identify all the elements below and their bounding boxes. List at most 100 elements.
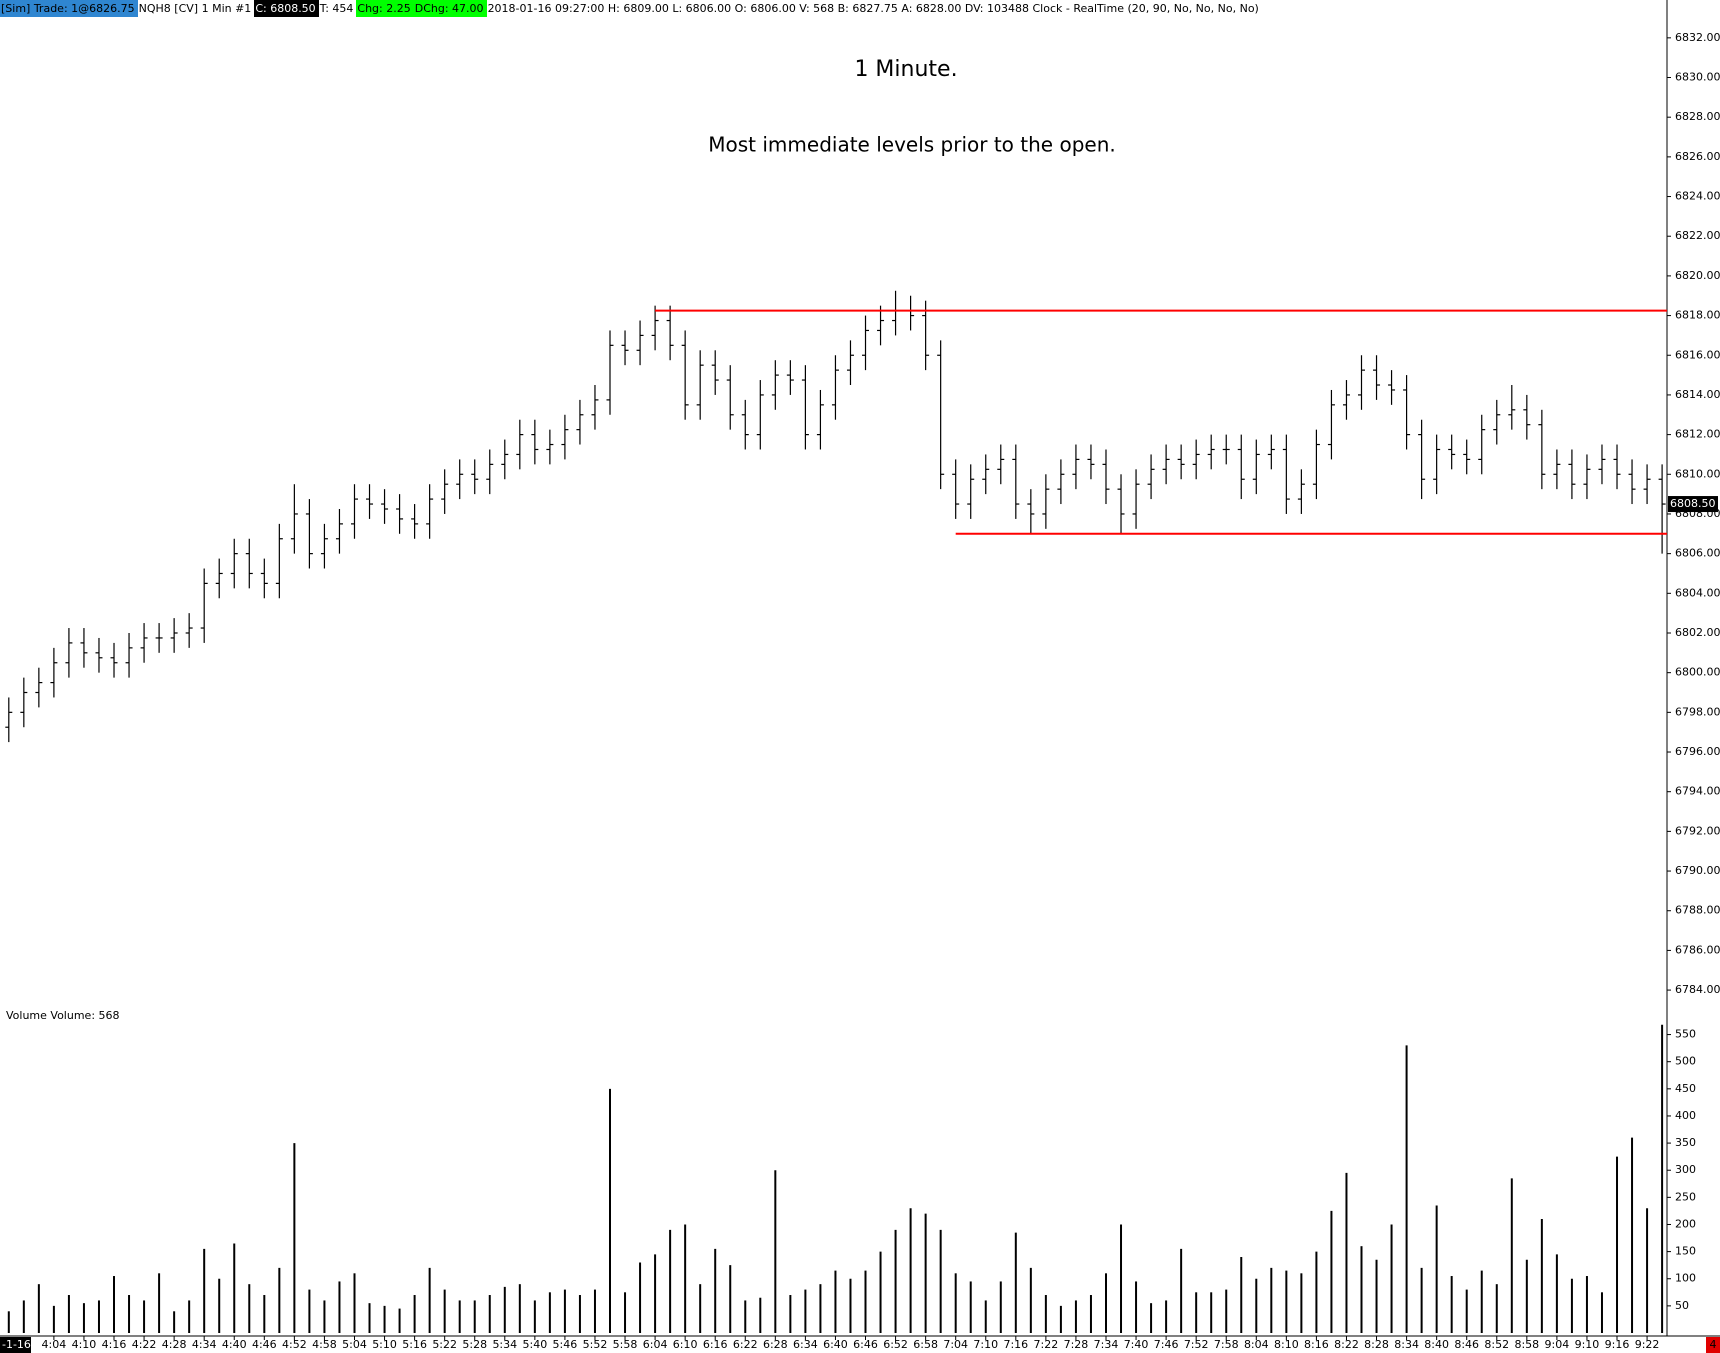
y-tick-label: 6814.00 [1675,388,1720,401]
x-tick-label: 4:22 [132,1338,157,1351]
x-tick-label: 7:22 [1034,1338,1059,1351]
x-tick-label: 7:16 [1003,1338,1028,1351]
x-tick-label: 4:04 [42,1338,67,1351]
x-tick-label: 4:10 [72,1338,97,1351]
y-tick-label: 6786.00 [1675,943,1720,956]
x-tick-label: 5:28 [462,1338,487,1351]
x-tick-label: 8:58 [1514,1338,1539,1351]
x-tick-label: 6:22 [733,1338,758,1351]
x-tick-label: 9:04 [1545,1338,1570,1351]
y-tick-label: 6794.00 [1675,785,1720,798]
day-change: DChg: 47.00 [413,0,487,17]
y-tick-label: 6812.00 [1675,428,1720,441]
x-tick-label: 8:16 [1304,1338,1329,1351]
volume-tick-label: 450 [1675,1082,1696,1095]
date-label: -1-16 [2,1338,31,1351]
x-tick-label: 5:22 [432,1338,457,1351]
x-tick-label: 8:40 [1424,1338,1449,1351]
y-tick-label: 6826.00 [1675,150,1720,163]
y-tick-label: 6784.00 [1675,983,1720,996]
volume-tick-label: 100 [1675,1272,1696,1285]
y-tick-label: 6828.00 [1675,110,1720,123]
ticks: T: 454 [319,2,354,15]
x-tick-label: 8:46 [1454,1338,1479,1351]
x-tick-label: 5:04 [342,1338,367,1351]
x-tick-label: 8:22 [1334,1338,1359,1351]
x-tick-label: 4:34 [192,1338,217,1351]
x-tick-label: 4:16 [102,1338,127,1351]
x-tick-label: 6:04 [643,1338,668,1351]
x-tick-label: 5:16 [402,1338,427,1351]
x-tick-label: 6:46 [853,1338,878,1351]
x-tick-label: 6:58 [913,1338,938,1351]
volume-tick-label: 400 [1675,1109,1696,1122]
close-price: C: 6808.50 [254,0,319,17]
x-tick-label: 8:04 [1244,1338,1269,1351]
volume-tick-label: 350 [1675,1136,1696,1149]
x-tick-label: 4:52 [282,1338,307,1351]
y-tick-label: 6816.00 [1675,348,1720,361]
x-tick-label: 7:34 [1094,1338,1119,1351]
x-tick-label: 6:16 [703,1338,728,1351]
x-tick-label: 8:28 [1364,1338,1389,1351]
badge [1706,1337,1720,1353]
volume-tick-label: 300 [1675,1163,1696,1176]
x-tick-label: 5:58 [613,1338,638,1351]
x-tick-label: 5:52 [583,1338,608,1351]
y-tick-label: 6820.00 [1675,269,1720,282]
x-tick-label: 8:34 [1394,1338,1419,1351]
x-tick-label: 6:10 [673,1338,698,1351]
x-tick-label: 5:40 [522,1338,547,1351]
x-tick-label: 9:22 [1635,1338,1660,1351]
volume-title: Volume Volume: 568 [6,1009,120,1022]
y-tick-label: 6804.00 [1675,586,1720,599]
x-tick-label: 5:34 [492,1338,517,1351]
x-tick-label: 4:46 [252,1338,277,1351]
change: Chg: 2.25 [356,0,414,17]
x-tick-label: 6:52 [883,1338,908,1351]
y-tick-label: 6806.00 [1675,547,1720,560]
last-price-box [1668,496,1718,513]
x-tick-label: 4:40 [222,1338,247,1351]
annotation-title: 1 Minute. [854,57,957,82]
x-tick-label: 5:46 [553,1338,578,1351]
y-tick-label: 6802.00 [1675,626,1720,639]
x-tick-label: 9:10 [1575,1338,1600,1351]
date-tag [0,1337,31,1353]
x-tick-label: 4:58 [312,1338,337,1351]
badge-label: 4 [1710,1338,1717,1351]
x-tick-label: 7:46 [1154,1338,1179,1351]
x-tick-label: 7:52 [1184,1338,1209,1351]
x-tick-label: 9:16 [1605,1338,1630,1351]
x-tick-label: 6:28 [763,1338,788,1351]
x-tick-label: 7:28 [1064,1338,1089,1351]
last-price-label: 6808.50 [1670,497,1716,510]
y-tick-label: 6830.00 [1675,71,1720,84]
y-tick-label: 6796.00 [1675,745,1720,758]
y-tick-label: 6792.00 [1675,824,1720,837]
y-tick-label: 6790.00 [1675,864,1720,877]
x-tick-label: 6:34 [793,1338,818,1351]
x-tick-label: 7:40 [1124,1338,1149,1351]
volume-tick-label: 250 [1675,1190,1696,1203]
details: 2018-01-16 09:27:00 H: 6809.00 L: 6806.0… [487,2,1259,15]
volume-tick-label: 550 [1675,1028,1696,1041]
y-tick-label: 6798.00 [1675,705,1720,718]
y-tick-label: 6818.00 [1675,309,1720,322]
y-tick-label: 6824.00 [1675,190,1720,203]
y-tick-label: 6832.00 [1675,31,1720,44]
x-tick-label: 8:10 [1274,1338,1299,1351]
x-tick-label: 5:10 [372,1338,397,1351]
x-tick-label: 7:10 [973,1338,998,1351]
y-tick-label: 6822.00 [1675,229,1720,242]
instrument: NQH8 [CV] 1 Min #1 [138,2,252,15]
account: [Sim] Trade: 1@6826.75 [0,0,138,17]
x-tick-label: 8:52 [1484,1338,1509,1351]
y-tick-label: 6810.00 [1675,467,1720,480]
volume-tick-label: 150 [1675,1245,1696,1258]
y-tick-label: 6800.00 [1675,666,1720,679]
x-tick-label: 7:04 [943,1338,968,1351]
y-tick-label: 6788.00 [1675,904,1720,917]
